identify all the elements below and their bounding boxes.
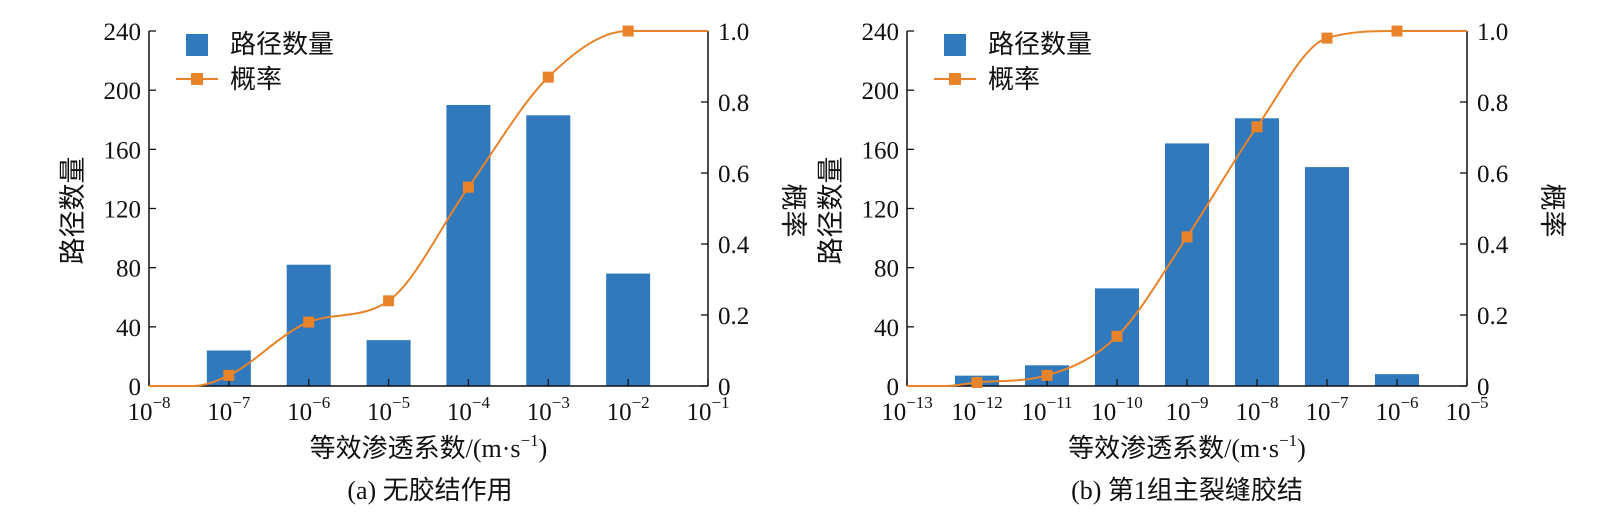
- probability-marker-1: [971, 376, 983, 388]
- probability-marker-6: [622, 25, 634, 37]
- legend-bar-label: 路径数量: [230, 30, 334, 59]
- y-tick-label: 200: [862, 78, 900, 105]
- y-axis-title: 路径数量: [58, 157, 88, 265]
- legend-line-marker: [191, 73, 203, 85]
- probability-marker-2: [303, 316, 315, 328]
- y2-tick-label: 0: [718, 374, 731, 401]
- y-tick-label: 120: [104, 197, 142, 224]
- y2-axis-title: 概率: [778, 184, 808, 238]
- x-tick-label: 10−6: [1375, 393, 1418, 426]
- bar-4: [446, 104, 491, 386]
- y2-tick-label: 0.4: [1477, 232, 1509, 259]
- y-tick-label: 0: [129, 374, 142, 401]
- x-tick-label: 10−4: [447, 393, 491, 426]
- x-axis-title: 等效渗透系数/(m·s−1): [1068, 431, 1306, 463]
- probability-line: [149, 29, 708, 387]
- y-tick-label: 80: [874, 256, 899, 283]
- y-tick-label: 240: [104, 19, 142, 46]
- x-tick-label: 10−11: [1022, 393, 1073, 426]
- probability-marker-5: [1251, 121, 1263, 133]
- legend-line-marker: [949, 73, 961, 85]
- chart-panel-a: 0 40 80 120 160 200 240 0 0.2 0.4 0.6 0.8 1.0 10−8 10−…: [58, 19, 808, 505]
- x-tick-label: 10−2: [607, 393, 650, 426]
- bar-4: [1165, 143, 1209, 386]
- y2-tick-label: 1.0: [1477, 19, 1508, 46]
- bar-6: [1305, 167, 1349, 386]
- y2-tick-label: 0.6: [718, 161, 749, 188]
- probability-marker-5: [542, 71, 554, 83]
- legend-line-label: 概率: [230, 65, 282, 94]
- y2-tick-label: 0.2: [718, 303, 749, 330]
- x-tick-label: 10−13: [881, 393, 933, 426]
- legend-bar-swatch: [186, 34, 208, 56]
- x-tick-label: 10−5: [367, 393, 410, 426]
- y-tick-label: 160: [862, 137, 900, 164]
- probability-marker-4: [1181, 231, 1193, 243]
- panel-caption: (a) 无胶结作用: [347, 476, 512, 505]
- y-tick-label: 40: [874, 315, 899, 342]
- x-tick-label: 10−10: [1091, 393, 1143, 426]
- probability-marker-7: [1391, 25, 1403, 37]
- bar-3: [366, 340, 411, 386]
- x-axis-title: 等效渗透系数/(m·s−1): [310, 431, 548, 463]
- y2-tick-label: 1.0: [718, 19, 749, 46]
- bar-6: [606, 273, 651, 386]
- y-tick-label: 80: [116, 256, 141, 283]
- y2-tick-label: 0.8: [1477, 90, 1508, 117]
- bar-5: [1235, 118, 1279, 386]
- x-tick-label: 10−5: [1445, 393, 1488, 426]
- x-tick-label: 10−7: [207, 393, 251, 426]
- probability-marker-4: [462, 181, 474, 193]
- probability-marker-1: [223, 369, 235, 381]
- chart-panel-b: 0 40 80 120 160 200 240 0 0.2 0.4 0.6 0.8 1.0 10−13 10…: [816, 19, 1567, 505]
- x-tick-label: 10−1: [686, 393, 729, 426]
- y2-tick-label: 0: [1477, 374, 1490, 401]
- bar-5: [526, 115, 571, 386]
- y-tick-label: 0: [887, 374, 900, 401]
- probability-marker-3: [1111, 330, 1123, 342]
- y-tick-label: 200: [104, 78, 142, 105]
- panel-caption: (b) 第1组主裂缝胶结: [1071, 476, 1303, 505]
- x-tick-label: 10−12: [951, 393, 1003, 426]
- y-axis-title: 路径数量: [816, 157, 846, 265]
- x-tick-label: 10−3: [527, 393, 570, 426]
- probability-marker-6: [1321, 32, 1333, 44]
- probability-marker-2: [1041, 369, 1053, 381]
- legend-line-label: 概率: [988, 65, 1040, 94]
- y-tick-label: 160: [104, 137, 142, 164]
- y-tick-label: 240: [862, 19, 900, 46]
- y2-tick-label: 0.8: [718, 90, 749, 117]
- x-tick-label: 10−7: [1305, 393, 1349, 426]
- y2-tick-label: 0.4: [718, 232, 750, 259]
- y2-tick-label: 0.6: [1477, 161, 1508, 188]
- legend-bar-label: 路径数量: [988, 30, 1092, 59]
- y2-axis-title: 概率: [1537, 184, 1567, 238]
- legend-bar-swatch: [944, 34, 966, 56]
- x-tick-label: 10−8: [127, 393, 170, 426]
- probability-marker-3: [383, 295, 395, 307]
- y-tick-label: 40: [116, 315, 141, 342]
- x-tick-label: 10−9: [1165, 393, 1208, 426]
- y2-tick-label: 0.2: [1477, 303, 1508, 330]
- y-tick-label: 120: [862, 197, 900, 224]
- x-tick-label: 10−8: [1235, 393, 1278, 426]
- x-tick-label: 10−6: [287, 393, 330, 426]
